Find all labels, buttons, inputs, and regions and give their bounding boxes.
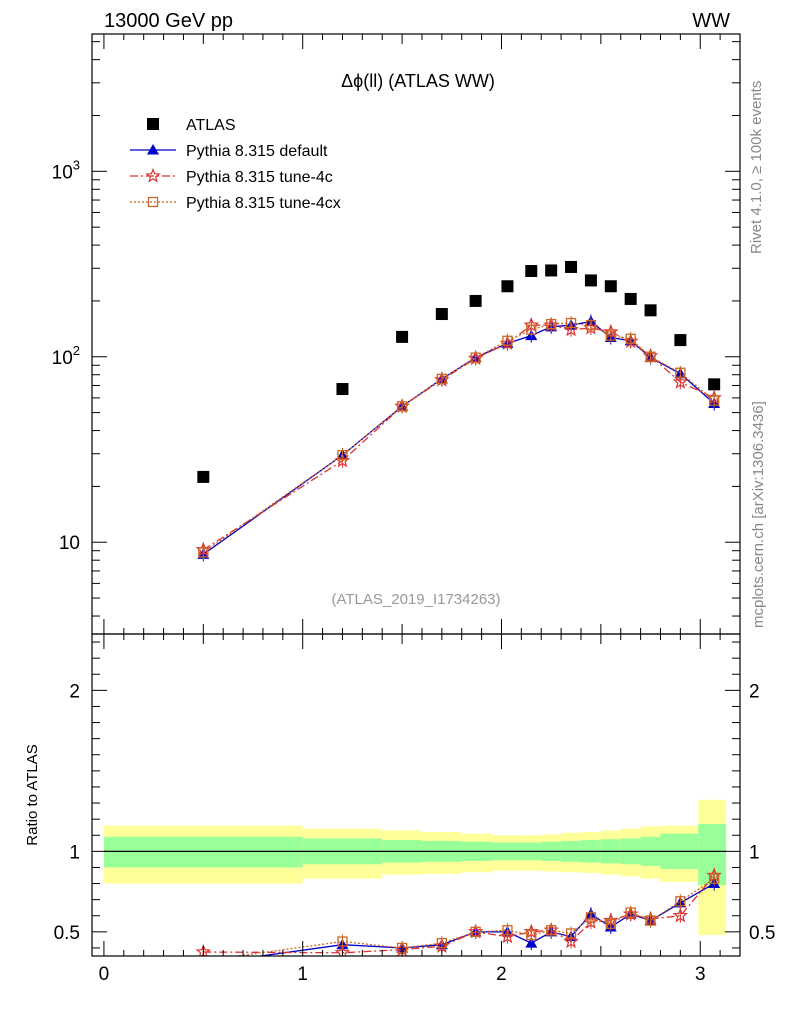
ratio-point <box>526 929 537 941</box>
main-point <box>546 318 557 330</box>
ratio-point <box>585 912 597 923</box>
uncertainty-band-inner <box>698 823 727 886</box>
rivet-info: Rivet 4.1.0, ≥ 100k events <box>748 81 765 254</box>
legend-label: ATLAS <box>186 117 236 134</box>
atlas-point <box>644 304 657 317</box>
x-tick-label: 1 <box>297 964 308 985</box>
main-point <box>672 373 689 389</box>
atlas-point <box>435 308 448 321</box>
ratio-point <box>625 907 636 918</box>
legend-marker <box>147 144 159 155</box>
ratio-point <box>565 928 577 939</box>
uncertainty-band-inner <box>103 836 303 868</box>
ratio-point <box>502 925 513 936</box>
ratio-point <box>525 937 538 948</box>
atlas-point <box>396 330 409 343</box>
atlas-point <box>525 265 538 278</box>
atlas-point <box>674 334 687 347</box>
atlas-point <box>584 274 597 287</box>
ratio-point <box>563 933 579 949</box>
ratio-point <box>337 936 348 947</box>
main-point <box>675 367 686 378</box>
main-line-2 <box>202 324 715 551</box>
y-tick-label-ratio: 2 <box>69 681 80 702</box>
main-point <box>605 330 616 341</box>
y-tick-label-main: 102 <box>52 343 80 369</box>
main-point <box>198 547 209 558</box>
ratio-axes: 0.5 0.5 1 1 2 2 0 1 2 3 <box>54 634 775 985</box>
atlas-point <box>604 280 617 293</box>
ratio-point <box>675 896 686 907</box>
atlas-point <box>501 280 514 293</box>
energy-label: 13000 GeV pp <box>104 10 233 32</box>
ratio-bands <box>103 799 727 936</box>
atlas-point <box>336 383 349 396</box>
main-point <box>337 449 348 461</box>
y-tick-label-ratio: 0.5 <box>54 923 80 944</box>
ratio-point <box>198 955 209 956</box>
y-tick-label-ratio: 1 <box>69 842 80 863</box>
y-tick-label-ratio-right: 1 <box>749 842 760 863</box>
main-point <box>585 320 597 331</box>
ratio-frame <box>91 633 741 957</box>
ratio-point <box>470 926 481 937</box>
main-data-layer <box>195 260 722 562</box>
atlas-point <box>197 470 210 483</box>
ratio-point <box>709 873 720 884</box>
ratio-panel: 0.5 0.5 1 1 2 2 0 1 2 3 Ratio to ATLAS <box>24 633 775 985</box>
x-tick-label: 0 <box>99 964 110 985</box>
legend-marker <box>145 167 161 183</box>
atlas-point <box>545 264 558 277</box>
ratio-line-3 <box>233 878 715 956</box>
main-point <box>625 333 636 344</box>
y-tick-label-ratio-right: 2 <box>749 681 760 702</box>
atlas-point <box>469 294 482 307</box>
main-panel: 10 102 103 Δϕ(ll) (ATLAS WW) (ATLAS_2019_I… <box>52 33 741 635</box>
main-line-3 <box>202 322 715 554</box>
y-tick-label-ratio-right: 0.5 <box>749 923 775 944</box>
process-label: WW <box>692 10 730 32</box>
legend-label: Pythia 8.315 default <box>186 143 328 160</box>
legend-label: Pythia 8.315 tune-4c <box>186 169 333 186</box>
atlas-point <box>708 378 721 391</box>
main-point <box>396 401 408 412</box>
main-point <box>709 395 720 406</box>
legend-label: Pythia 8.315 tune-4cx <box>186 195 341 212</box>
ratio-point <box>605 918 616 929</box>
main-point <box>502 335 513 346</box>
atlas-point <box>624 292 637 305</box>
ratio-point <box>197 958 209 969</box>
main-point <box>645 351 656 362</box>
main-title: Δϕ(ll) (ATLAS WW) <box>341 71 495 91</box>
ratio-ylabel: Ratio to ATLAS <box>24 744 41 845</box>
ratio-point <box>436 937 447 949</box>
main-point <box>470 352 481 363</box>
main-line-1 <box>202 320 715 555</box>
main-point <box>565 317 577 329</box>
mcplots-info: mcplots.cern.ch [arXiv:1306.3436] <box>750 401 767 628</box>
ratio-point <box>645 915 656 926</box>
ratio-data-layer <box>195 867 722 969</box>
legend-marker <box>147 196 159 208</box>
main-point <box>436 373 447 385</box>
y-tick-label-main: 103 <box>52 157 80 183</box>
ratio-point <box>672 907 689 923</box>
legend-marker <box>147 118 159 130</box>
legend: ATLAS Pythia 8.315 default Pythia 8.315 tu… <box>130 117 341 212</box>
analysis-watermark: (ATLAS_2019_I1734263) <box>331 591 500 608</box>
atlas-point <box>565 260 578 273</box>
ratio-point <box>546 925 557 936</box>
main-axes: 10 102 103 <box>52 34 741 634</box>
x-tick-label: 2 <box>496 964 507 985</box>
ratio-line-2 <box>203 875 715 954</box>
x-tick-label: 3 <box>695 964 706 985</box>
y-tick-label-main: 10 <box>59 533 80 554</box>
main-point <box>526 324 537 335</box>
